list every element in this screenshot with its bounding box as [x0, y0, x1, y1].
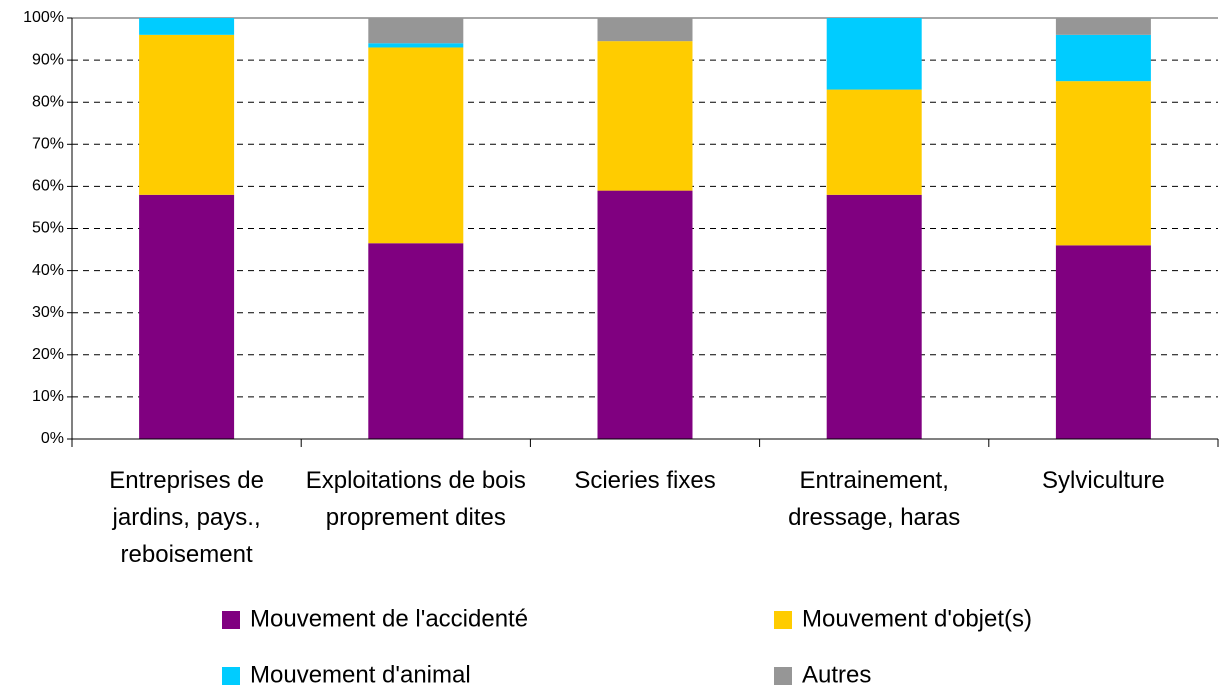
y-tick-label: 40%	[32, 262, 64, 279]
x-tick-label: Scieries fixes	[574, 467, 716, 494]
x-tick-label: Entreprises de jardins, pays., reboiseme…	[109, 467, 264, 568]
bar-segment	[597, 190, 693, 439]
bar-segment	[139, 194, 235, 439]
x-tick-label: Entrainement, dressage, haras	[788, 467, 961, 531]
legend-label: Autres	[802, 661, 871, 688]
legend-swatch	[222, 667, 240, 685]
bar-segment	[368, 243, 464, 439]
bar-segment	[139, 34, 235, 195]
legend-label: Mouvement de l'accidenté	[250, 605, 528, 632]
y-tick-label: 30%	[32, 304, 64, 321]
y-tick-label: 60%	[32, 178, 64, 195]
bar-segment	[1055, 18, 1151, 35]
y-tick-label: 10%	[32, 388, 64, 405]
bar-segment	[597, 18, 693, 42]
legend-swatch	[222, 611, 240, 629]
bar-segment	[368, 43, 464, 48]
bar-segment	[597, 41, 693, 191]
legend-label: Mouvement d'objet(s)	[802, 605, 1032, 632]
legend-swatch	[774, 611, 792, 629]
x-tick-label: Sylviculture	[1042, 467, 1165, 494]
y-tick-label: 0%	[41, 430, 64, 447]
bar-segment	[368, 18, 464, 44]
bar-segment	[1055, 245, 1151, 439]
bar-segment	[368, 47, 464, 244]
x-tick-label: Exploitations de bois proprement dites	[305, 467, 526, 531]
legend-swatch	[774, 667, 792, 685]
bar-segment	[826, 18, 922, 90]
y-tick-label: 80%	[32, 93, 64, 110]
bar-segment	[826, 194, 922, 439]
y-tick-label: 70%	[32, 136, 64, 153]
bar-segment	[1055, 81, 1151, 246]
y-tick-label: 90%	[32, 51, 64, 68]
legend-label: Mouvement d'animal	[250, 661, 471, 688]
bar-segment	[139, 18, 235, 35]
y-tick-label: 50%	[32, 220, 64, 237]
y-tick-label: 20%	[32, 346, 64, 363]
bar-segment	[826, 89, 922, 195]
bar-segment	[1055, 34, 1151, 82]
y-tick-label: 100%	[23, 9, 64, 26]
